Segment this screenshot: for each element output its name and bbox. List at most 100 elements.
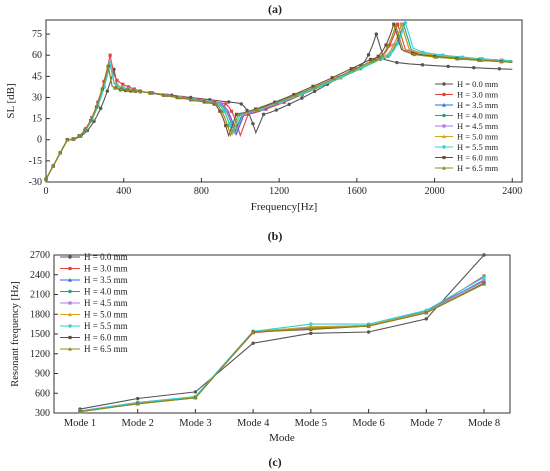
data-point	[131, 88, 136, 93]
legend-marker	[68, 301, 72, 305]
data-point	[229, 109, 234, 113]
data-point	[482, 281, 486, 286]
y-tick-label: 45	[32, 71, 42, 82]
legend-marker	[442, 166, 446, 170]
x-tick-label: 800	[194, 186, 209, 197]
data-point	[121, 82, 125, 86]
legend-entry: H = 4.0 mm	[457, 111, 499, 121]
data-point	[274, 108, 279, 112]
data-point	[77, 134, 82, 138]
data-point	[424, 308, 428, 312]
data-point	[241, 112, 245, 116]
data-point	[126, 85, 131, 89]
data-point	[204, 99, 209, 104]
data-point	[98, 106, 103, 111]
data-point	[162, 93, 167, 97]
legend-marker	[442, 134, 446, 139]
series-line-3	[79, 280, 485, 412]
data-point	[287, 102, 291, 107]
data-point	[300, 96, 304, 100]
data-point	[330, 76, 334, 80]
y-tick-label: 2700	[30, 250, 50, 261]
data-point	[424, 317, 428, 321]
legend-entry: H = 5.5 mm	[84, 321, 128, 331]
data-point	[293, 93, 298, 97]
panel-label-a: (a)	[268, 2, 282, 16]
data-point	[125, 88, 130, 92]
data-point	[82, 128, 87, 132]
x-tick-label: Mode 5	[295, 418, 327, 429]
data-point	[461, 55, 465, 59]
data-point	[332, 76, 337, 81]
data-point	[193, 395, 198, 400]
data-point	[376, 54, 380, 58]
data-point	[384, 43, 388, 47]
y-tick-label: 300	[35, 408, 50, 419]
x-tick-label: Mode 4	[237, 418, 270, 429]
data-point	[239, 102, 243, 106]
y-tick-label: 60	[32, 50, 42, 61]
data-point	[349, 67, 353, 71]
x-tick-label: 1200	[269, 186, 289, 197]
data-point	[100, 87, 105, 91]
legend-marker	[68, 335, 72, 340]
data-point	[374, 32, 378, 36]
data-point	[480, 57, 485, 61]
data-point	[190, 97, 195, 102]
series-line-7	[79, 282, 485, 413]
legend-marker	[442, 92, 446, 97]
legend-marker	[68, 312, 72, 317]
data-point	[366, 330, 371, 334]
series-line-0	[79, 254, 485, 410]
x-tick-label: Mode 6	[352, 418, 384, 429]
data-point	[308, 324, 313, 329]
legend-entry: H = 3.0 mm	[84, 264, 128, 274]
data-point	[108, 61, 112, 66]
data-point	[441, 53, 445, 57]
data-point	[251, 341, 255, 345]
frequency-response-chart: 0 400 800 1200 1600 2000 2400 -30 -15 0 15 30 45 60 75…	[5, 19, 523, 213]
data-point	[212, 102, 216, 106]
data-point	[420, 63, 425, 67]
data-point	[88, 118, 93, 123]
legend-entry: H = 0.0 mm	[457, 79, 499, 89]
legend-entry: H = 6.5 mm	[457, 163, 499, 173]
data-point	[455, 56, 460, 61]
y-tick-label: 0	[37, 135, 42, 146]
y-tick-label: 1200	[30, 349, 50, 360]
legend-entry: H = 4.0 mm	[84, 287, 128, 297]
data-point	[176, 95, 181, 100]
data-point	[395, 41, 400, 46]
data-point	[396, 22, 400, 26]
data-point	[148, 90, 153, 95]
data-point	[225, 109, 229, 113]
data-point	[309, 322, 313, 326]
y-tick-label: 15	[32, 114, 42, 125]
data-point	[71, 137, 76, 141]
legend-marker	[68, 347, 72, 351]
data-point	[351, 67, 356, 72]
data-point	[58, 150, 63, 155]
data-point	[138, 89, 143, 94]
data-point	[472, 65, 476, 70]
x-axis-label: Mode	[269, 432, 295, 444]
legend-marker	[442, 155, 446, 160]
legend-marker	[442, 82, 446, 86]
data-point	[499, 59, 504, 64]
data-point	[273, 100, 277, 104]
data-point	[392, 22, 396, 26]
resonant-frequency-chart: Mode 1 Mode 2 Mode 3 Mode 4 Mode 5 Mode 6 Mode…	[10, 250, 511, 444]
data-point	[482, 279, 486, 283]
y-tick-label: 30	[32, 92, 42, 103]
data-point	[253, 107, 258, 111]
data-point	[282, 100, 286, 104]
legend-entry: H = 4.5 mm	[457, 121, 499, 131]
series-line-6	[79, 276, 485, 412]
legend-entry: H = 5.5 mm	[457, 142, 499, 152]
legend-entry: H = 6.0 mm	[84, 333, 128, 343]
data-point	[44, 177, 48, 181]
data-point	[403, 21, 408, 25]
x-tick-label: Mode 2	[122, 418, 154, 429]
legend-entry: H = 3.0 mm	[457, 90, 499, 100]
data-point	[370, 58, 375, 63]
